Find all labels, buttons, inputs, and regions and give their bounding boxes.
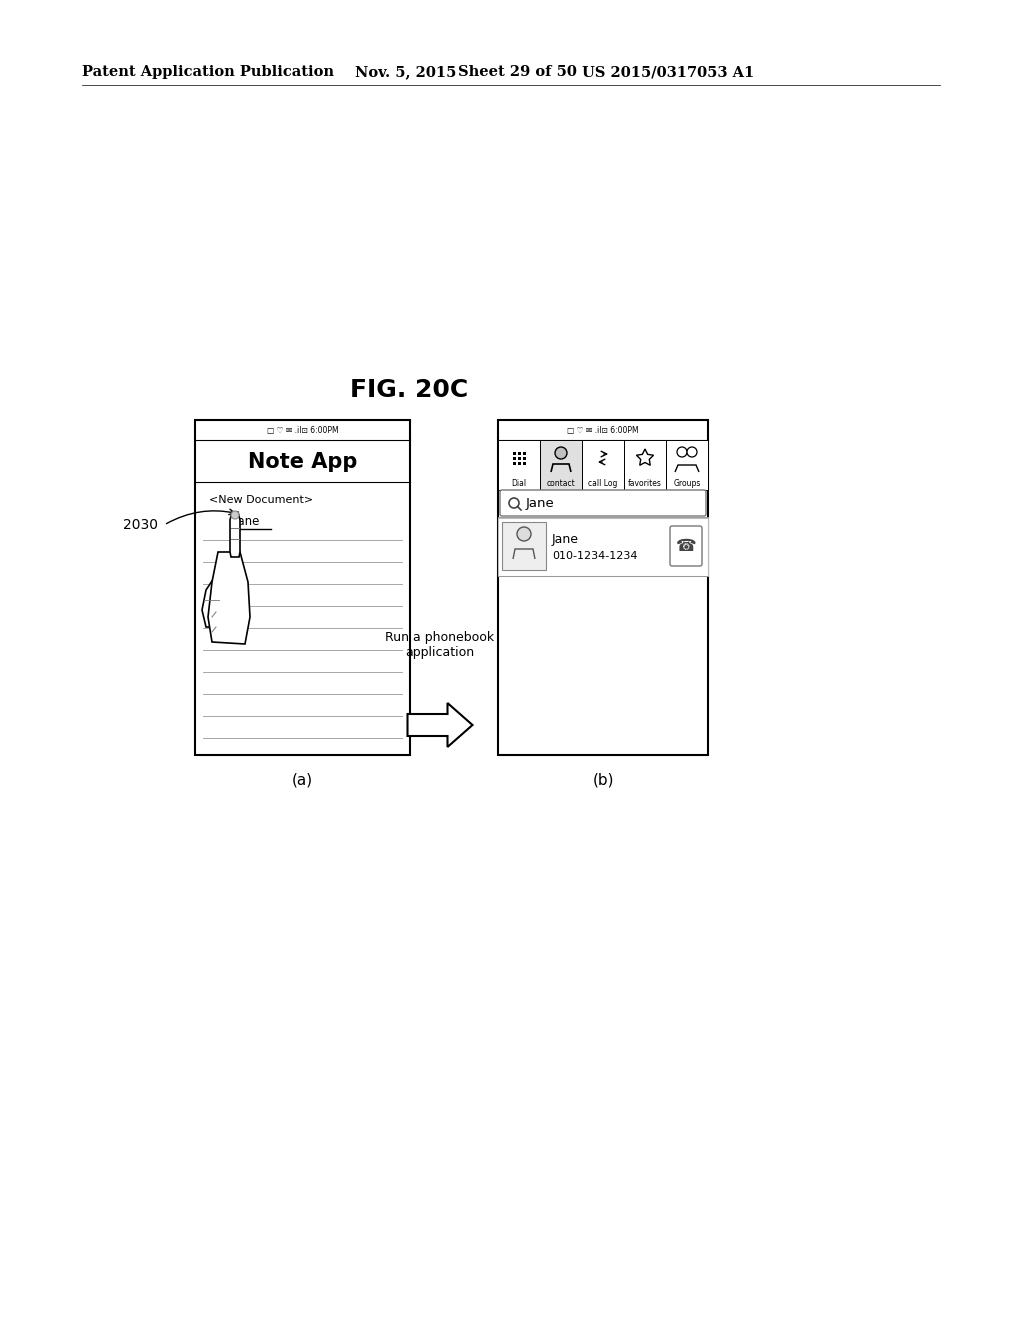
Bar [512, 462, 515, 465]
Bar [522, 451, 525, 454]
Circle shape [555, 447, 567, 459]
Text: Sheet 29 of 50: Sheet 29 of 50 [458, 65, 577, 79]
Text: Groups: Groups [674, 479, 700, 487]
Circle shape [231, 511, 239, 519]
Bar [582, 440, 624, 490]
Text: □ ♡ ✉ .il⊡ 6:00PM: □ ♡ ✉ .il⊡ 6:00PM [567, 425, 639, 434]
Polygon shape [230, 512, 240, 557]
Text: 010-1234-1234: 010-1234-1234 [552, 550, 638, 561]
Text: Dial: Dial [511, 479, 526, 487]
Text: □ ♡ ✉ .il⊡ 6:00PM: □ ♡ ✉ .il⊡ 6:00PM [266, 425, 338, 434]
FancyBboxPatch shape [670, 525, 702, 566]
Text: Jane: Jane [234, 516, 260, 528]
Bar [512, 457, 515, 459]
Polygon shape [637, 449, 653, 465]
Bar [540, 440, 582, 490]
Bar [522, 457, 525, 459]
Text: Jane: Jane [526, 496, 555, 510]
Text: contact: contact [547, 479, 575, 487]
Text: Nov. 5, 2015: Nov. 5, 2015 [355, 65, 457, 79]
Bar [498, 517, 708, 576]
Bar [498, 440, 540, 490]
Text: 2030: 2030 [123, 517, 158, 532]
Bar [517, 462, 520, 465]
Bar [517, 451, 520, 454]
FancyBboxPatch shape [500, 490, 706, 516]
Text: Patent Application Publication: Patent Application Publication [82, 65, 334, 79]
Bar [517, 457, 520, 459]
Bar [624, 440, 666, 490]
Text: call Log: call Log [589, 479, 617, 487]
Bar [502, 521, 546, 570]
Polygon shape [227, 560, 236, 582]
Polygon shape [408, 704, 472, 747]
Circle shape [677, 447, 687, 457]
Polygon shape [208, 552, 250, 644]
Text: US 2015/0317053 A1: US 2015/0317053 A1 [582, 65, 755, 79]
Text: Run a phonebook
application: Run a phonebook application [385, 631, 495, 659]
Bar [522, 462, 525, 465]
Text: FIG. 20C: FIG. 20C [350, 378, 468, 403]
Circle shape [509, 498, 519, 508]
Text: Note App: Note App [248, 451, 357, 473]
Text: <New Document>: <New Document> [209, 495, 313, 506]
Bar [512, 451, 515, 454]
Text: (a): (a) [292, 772, 313, 788]
Bar [666, 440, 708, 490]
Circle shape [517, 527, 531, 541]
Text: favorites: favorites [628, 479, 662, 487]
Circle shape [687, 447, 697, 457]
Polygon shape [202, 572, 222, 627]
Bar [195, 420, 410, 755]
Text: ☎: ☎ [676, 537, 696, 554]
Text: (b): (b) [592, 772, 613, 788]
Polygon shape [217, 560, 226, 582]
Text: Jane: Jane [552, 533, 579, 546]
Bar [498, 420, 708, 755]
